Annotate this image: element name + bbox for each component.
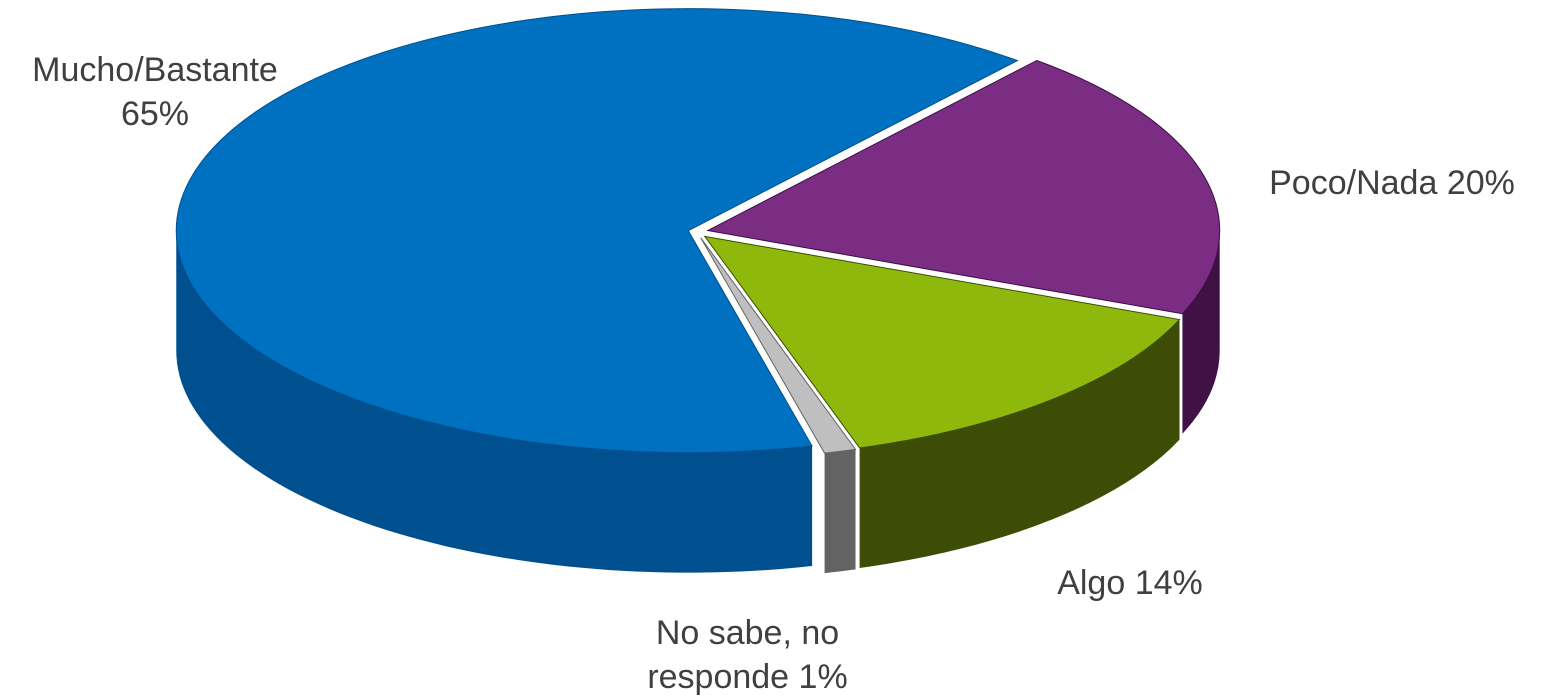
slice-side bbox=[859, 319, 1180, 569]
data-label: No sabe, no responde 1% bbox=[615, 611, 880, 699]
slice bbox=[700, 237, 857, 454]
category-label: Mucho/Bastante bbox=[32, 51, 278, 89]
category-label: No sabe, no responde bbox=[647, 614, 840, 696]
value-label: 20% bbox=[1446, 164, 1515, 202]
data-label: Mucho/Bastante 65% bbox=[5, 48, 305, 136]
slice-side bbox=[824, 449, 856, 574]
slice bbox=[706, 59, 1221, 315]
value-label: 1% bbox=[798, 658, 848, 696]
data-label: Algo 14% bbox=[1030, 561, 1230, 605]
value-label: 65% bbox=[120, 95, 190, 133]
slice-side bbox=[176, 230, 813, 573]
category-label: Poco/Nada bbox=[1269, 164, 1438, 202]
slice bbox=[703, 235, 1181, 449]
data-label: Poco/Nada 20% bbox=[1232, 161, 1544, 205]
slice bbox=[175, 8, 1019, 454]
slice-side bbox=[1182, 230, 1220, 434]
value-label: 14% bbox=[1134, 564, 1203, 602]
category-label: Algo bbox=[1057, 564, 1126, 602]
